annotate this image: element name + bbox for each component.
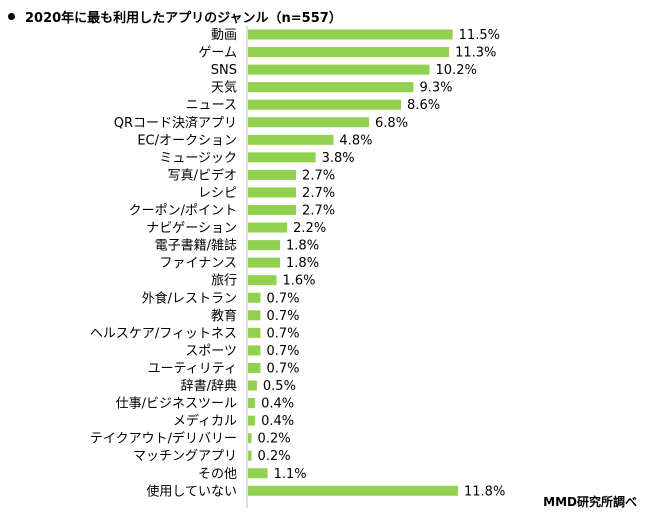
bar [248,134,334,145]
value-label: 0.7% [266,361,299,376]
value-label: 1.1% [274,467,307,482]
category-label: ファイナンス [160,256,237,271]
value-label: 6.8% [375,116,408,131]
value-label: 2.2% [293,221,326,236]
value-label: 1.8% [286,256,319,271]
value-label: 1.6% [282,274,315,289]
value-label: 3.8% [322,151,355,166]
value-label: 2.7% [302,186,335,201]
category-label: 天気 [211,80,237,96]
value-label: 0.4% [261,414,294,429]
bar [248,275,277,286]
value-label: 2.7% [302,204,335,219]
value-label: 0.2% [258,449,291,464]
bar [248,222,288,233]
bar [248,398,256,409]
category-label: ユーティリティ [148,361,237,376]
chart-title: 2020年に最も利用したアプリのジャンル（n=557） [25,10,342,26]
category-label: ニュース [186,98,237,113]
value-label: 4.8% [339,133,372,148]
value-label: 10.2% [436,63,477,78]
category-label: 使用していない [146,483,237,499]
category-label: 辞書/辞典 [181,379,237,394]
category-label: ゲーム [198,46,237,61]
category-label: SNS [211,63,237,78]
bar [248,29,453,40]
category-label: 仕事/ビジネスツール [116,397,237,412]
category-label: スポーツ [185,344,237,359]
category-label: レシピ [198,186,237,201]
bar [248,257,281,268]
bar [248,292,261,303]
category-label: その他 [198,467,237,482]
bar [248,187,297,198]
category-label: ミュージック [159,151,237,166]
value-label: 2.7% [302,168,335,183]
category-label: マッチングアプリ [133,449,237,464]
bar [248,450,252,461]
bar [248,47,450,58]
category-label: メディカル [173,413,237,429]
value-label: 11.8% [464,484,505,499]
category-label: クーポン/ポイント [129,204,237,219]
bar [248,380,257,391]
bar [248,485,458,496]
value-label: 0.4% [261,397,294,412]
category-label: 教育 [211,308,237,324]
category-label: ヘルスケア/フィットネス [90,326,237,341]
category-label: 写真/ビデオ [168,167,237,183]
source-note: MMD研究所調べ [543,495,637,509]
category-label: ナビゲーション [146,221,237,236]
bar [248,152,316,163]
bar [248,240,281,251]
value-label: 0.7% [266,309,299,324]
bar [248,327,261,338]
bar [248,415,256,426]
value-label: 11.3% [455,46,496,61]
bar [248,433,252,444]
value-label: 11.5% [459,28,500,43]
value-label: 0.2% [258,432,291,447]
value-label: 0.7% [266,291,299,306]
bar [248,205,297,215]
value-label: 1.8% [286,239,319,254]
value-label: 0.7% [266,326,299,341]
bar [248,117,370,128]
bar [248,64,430,75]
value-label: 8.6% [407,98,440,113]
bar [248,310,261,321]
value-label: 0.7% [266,344,299,359]
category-label: テイクアウト/デリバリー [90,431,237,447]
category-label: 動画 [211,28,237,43]
bar [248,82,414,93]
category-label: QRコード決済アプリ [114,115,237,131]
category-label: EC/オークション [137,133,237,148]
bar [248,99,402,110]
category-label: 外食/レストラン [142,290,237,306]
category-label: 旅行 [211,274,237,289]
bullet-icon [8,12,15,20]
chart-title-row: 2020年に最も利用したアプリのジャンル（n=557） [8,6,342,26]
bar [248,362,261,373]
bar [248,345,261,356]
value-label: 9.3% [420,81,453,96]
value-label: 0.5% [263,379,296,394]
bar [248,468,268,479]
category-label: 電子書籍/雑誌 [155,238,237,254]
bar [248,169,297,180]
